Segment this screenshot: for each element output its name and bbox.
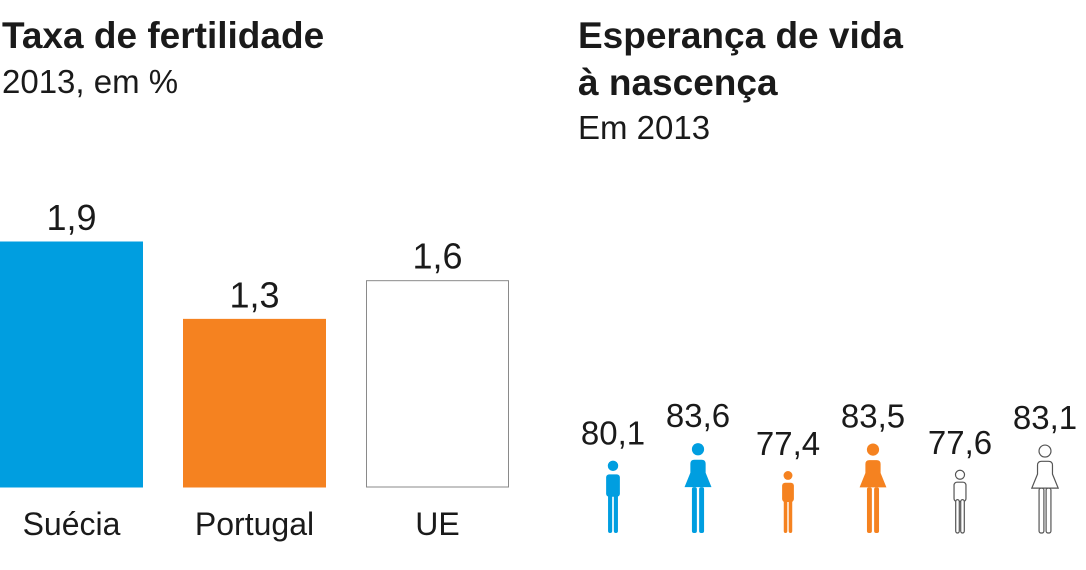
female-left-leg: [866, 487, 872, 533]
female-dress: [684, 459, 712, 488]
life-value-label-2-0: 77,6: [928, 424, 992, 461]
female-dress: [859, 460, 887, 488]
male-head: [954, 469, 966, 480]
life-value-label-1-1: 83,5: [841, 398, 905, 435]
male-icon-1: [782, 471, 794, 533]
bar-category-label-1: Portugal: [195, 506, 314, 542]
male-torso: [606, 474, 620, 497]
life-value-label-0-1: 83,6: [666, 397, 730, 434]
male-torso: [782, 482, 794, 503]
fertility-bar-chart: 1,9 Suécia 1,3 Portugal 1,6 UE: [0, 197, 509, 542]
female-right-leg: [699, 487, 705, 533]
bar-category-label-2: UE: [415, 506, 459, 542]
male-left-leg: [783, 500, 788, 533]
life-expectancy-title-line2: à nascença: [578, 62, 778, 103]
female-icon-2: [1030, 444, 1060, 534]
male-icon-0: [606, 460, 620, 533]
bar-value-label-1: 1,3: [229, 274, 279, 315]
female-head: [691, 443, 705, 456]
male-icon-2: [953, 469, 967, 534]
life-expectancy-subtitle: Em 2013: [578, 109, 711, 146]
bar-1: [183, 318, 326, 488]
female-left-leg: [691, 487, 697, 533]
fertility-subtitle: 2013, em %: [2, 63, 179, 100]
male-left-leg: [608, 494, 613, 533]
bar-value-label-2: 1,6: [412, 236, 462, 277]
life-value-label-2-1: 83,1: [1013, 399, 1077, 436]
male-right-leg: [788, 500, 793, 533]
life-value-label-0-0: 80,1: [581, 415, 645, 452]
bar-0: [0, 241, 143, 488]
bar-2: [366, 280, 509, 488]
female-right-leg: [1045, 487, 1052, 534]
life-expectancy-title-line1: Esperança de vida: [578, 15, 903, 56]
female-left-leg: [1038, 487, 1045, 534]
life-value-label-1-0: 77,4: [756, 425, 820, 462]
fertility-title: Taxa de fertilidade: [2, 15, 325, 56]
female-right-leg: [874, 487, 880, 533]
male-head: [783, 471, 793, 480]
female-head: [866, 443, 880, 456]
female-head: [1038, 444, 1052, 458]
life-expectancy-pictogram: 80,1 83,6 77,4 83,5 77,6 83,1: [581, 397, 1077, 534]
female-icon-0: [684, 443, 712, 533]
male-torso: [953, 481, 967, 503]
male-right-leg: [613, 494, 618, 533]
bar-category-label-0: Suécia: [23, 506, 121, 542]
bar-value-label-0: 1,9: [46, 197, 96, 238]
male-left-leg: [955, 499, 960, 534]
female-icon-1: [859, 443, 887, 533]
male-right-leg: [960, 499, 965, 534]
male-head: [607, 460, 619, 472]
female-dress: [1030, 460, 1060, 489]
